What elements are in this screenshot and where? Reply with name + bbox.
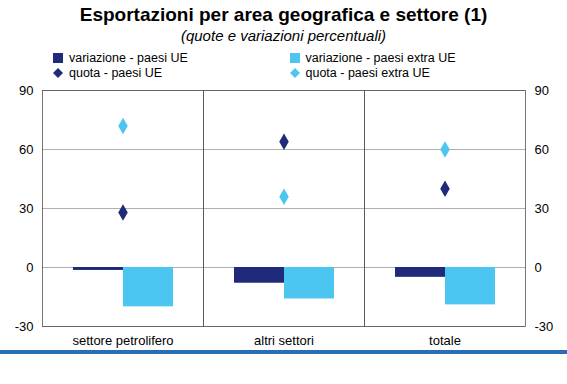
svg-text:totale: totale [429,333,461,348]
html-text:variazione - paesi UE: variazione - paesi UE [69,51,188,65]
svg-text:0: 0 [535,260,542,275]
svg-text:altri settori: altri settori [254,333,314,348]
svg-text:60: 60 [535,142,549,157]
html-text:(quote e variazioni percentual: (quote e variazioni percentuali) [180,27,387,44]
svg-text:30: 30 [19,201,33,216]
svg-text:settore petrolifero: settore petrolifero [72,333,173,348]
svg-text:-30: -30 [535,319,554,334]
svg-text:90: 90 [19,83,33,98]
html-text:quota - paesi UE: quota - paesi UE [69,66,163,80]
html-text:variazione - paesi extra UE: variazione - paesi extra UE [305,51,456,65]
svg-text:60: 60 [19,142,33,157]
html-text:quota - paesi extra UE: quota - paesi extra UE [305,66,430,80]
svg-text:-30: -30 [15,319,34,334]
svg-text:30: 30 [535,201,549,216]
svg-text:0: 0 [26,260,33,275]
html-text:Esportazioni per area geografi: Esportazioni per area geografica e setto… [79,4,488,25]
svg-text:90: 90 [535,83,549,98]
